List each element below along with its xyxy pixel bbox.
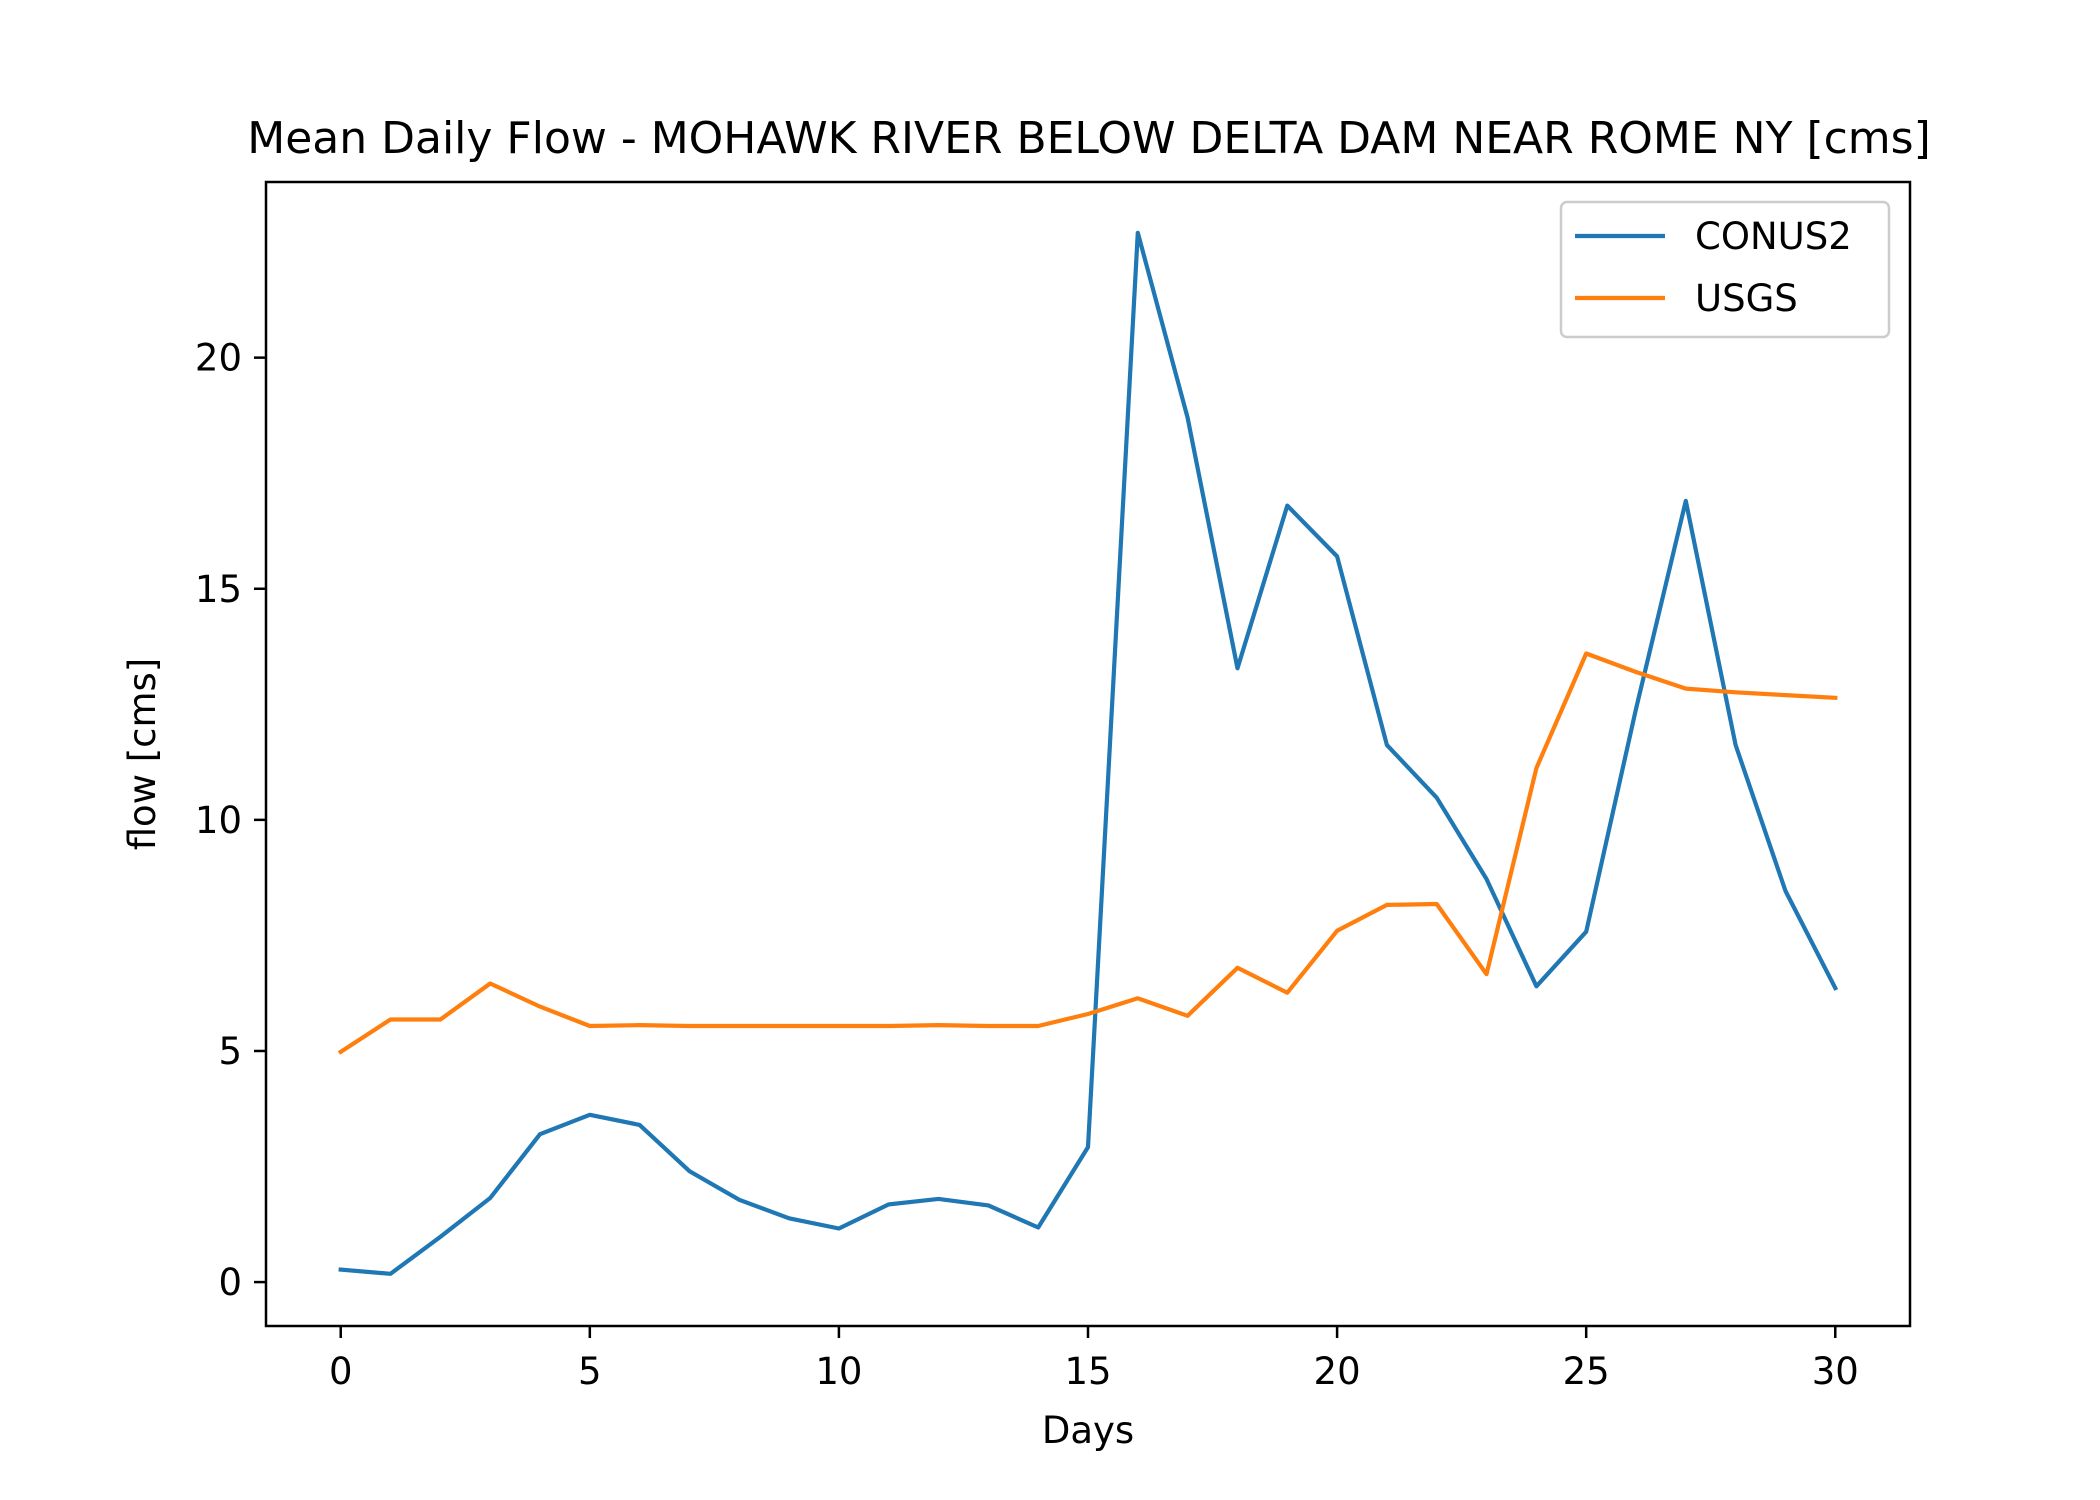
x-tick-label: 30	[1812, 1350, 1859, 1393]
y-tick-label: 20	[195, 337, 242, 380]
series-line-usgs	[337, 651, 1838, 1055]
series-line-conus2	[338, 230, 1839, 1276]
plot-lines	[337, 230, 1839, 1276]
x-tick-label: 10	[815, 1350, 862, 1393]
chart-title: Mean Daily Flow - MOHAWK RIVER BELOW DEL…	[247, 113, 1931, 164]
y-tick-label: 10	[195, 799, 242, 842]
y-axis-label: flow [cms]	[121, 658, 164, 851]
x-tick-label: 15	[1064, 1350, 1111, 1393]
x-axis: 0 5 10 15 20 25 30	[329, 1326, 1859, 1393]
y-tick-label: 5	[218, 1030, 242, 1073]
legend-label-conus2: CONUS2	[1695, 215, 1852, 258]
y-tick-label: 0	[218, 1261, 242, 1304]
legend: CONUS2 USGS	[1559, 200, 1891, 339]
legend-label-usgs: USGS	[1695, 277, 1798, 320]
x-tick-label: 20	[1314, 1350, 1361, 1393]
x-tick-label: 5	[578, 1350, 602, 1393]
y-tick-label: 15	[195, 568, 242, 611]
x-tick-label: 25	[1563, 1350, 1610, 1393]
x-axis-label: Days	[1042, 1409, 1134, 1452]
x-tick-label: 0	[329, 1350, 353, 1393]
y-axis: 0 5 10 15 20	[195, 337, 266, 1304]
